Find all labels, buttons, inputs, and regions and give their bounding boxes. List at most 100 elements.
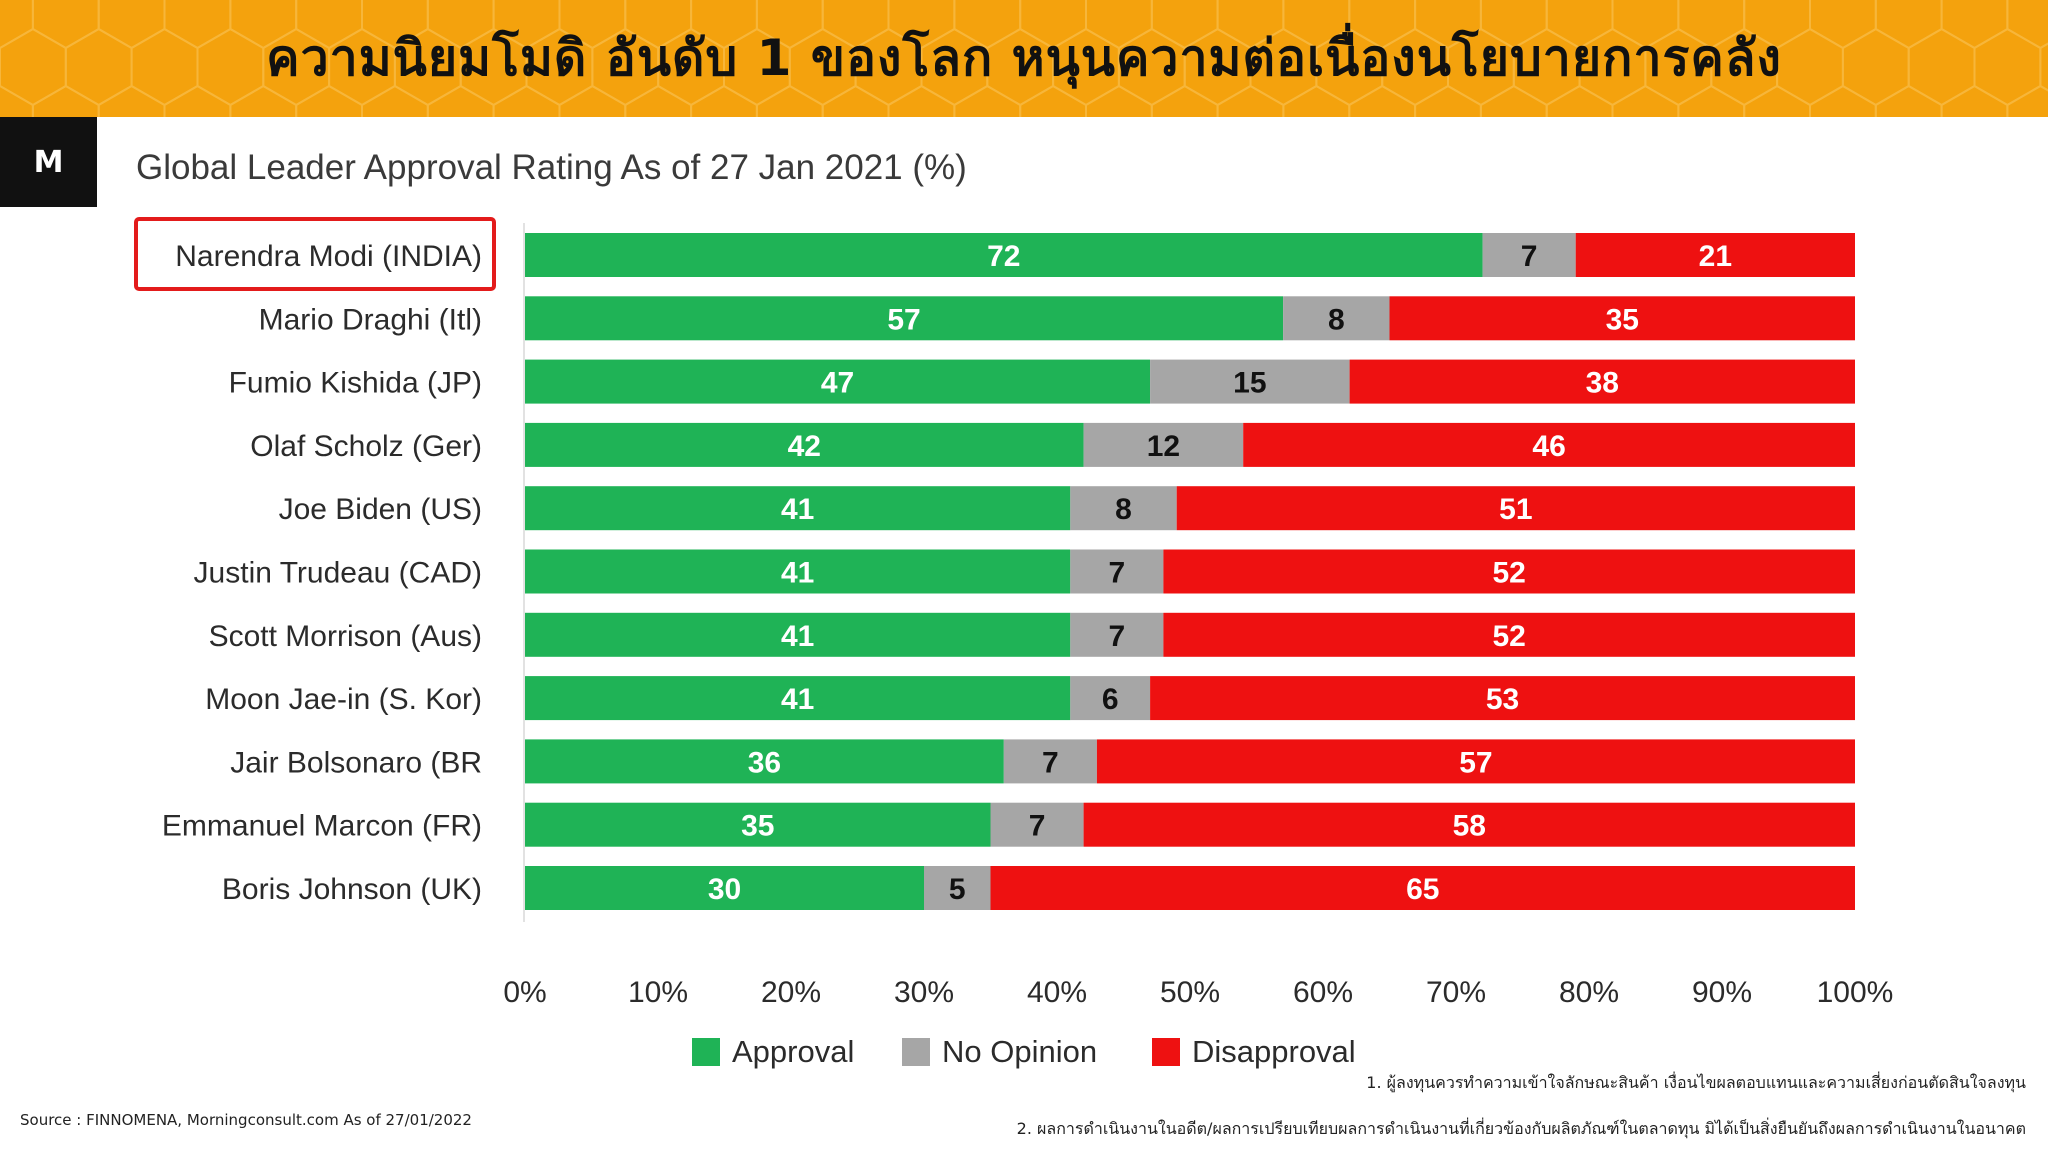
data-label: 57 (1459, 746, 1492, 779)
bar-segment-approval (525, 612, 1071, 657)
data-label: 6 (1102, 683, 1119, 716)
category-label: Mario Draghi (Itl) (259, 303, 482, 336)
banner-hex-shape (1348, 84, 1417, 117)
bar-segment-no-opinion (1003, 739, 1097, 784)
banner-hex-shape (1545, 84, 1614, 117)
banner-hex-shape (821, 84, 890, 117)
data-label: 36 (748, 746, 781, 779)
x-tick-label: 50% (1160, 976, 1220, 1009)
bar-segment-approval (525, 802, 991, 847)
bar-segment-approval (525, 866, 924, 910)
bar-segment-approval (525, 296, 1284, 341)
data-label: 5 (949, 873, 966, 906)
x-tick-label: 30% (894, 976, 954, 1009)
legend-label: No Opinion (942, 1034, 1097, 1069)
legend-swatch (902, 1038, 930, 1066)
banner-hex-shape (97, 84, 166, 117)
disclaimer-line-2: 2. ผลการดำเนินงานในอดีต/ผลการเปรียบเทียบ… (1016, 1119, 2026, 1138)
data-label: 46 (1532, 430, 1565, 463)
legend-label: Approval (732, 1034, 854, 1069)
data-label: 38 (1586, 367, 1619, 400)
bar-segment-no-opinion (1083, 422, 1244, 467)
bar-segment-disapproval (1349, 359, 1855, 404)
data-label: 47 (821, 367, 854, 400)
x-tick-label: 10% (628, 976, 688, 1009)
x-tick-label: 100% (1817, 976, 1894, 1009)
banner-hex-shape (1809, 84, 1877, 117)
data-label: 52 (1493, 620, 1526, 653)
banner-hex-shape (1677, 84, 1746, 117)
bar-row: Mario Draghi (Itl) 57 8 35 (259, 296, 1855, 341)
data-label: 30 (708, 873, 741, 906)
banner-hex-shape (361, 84, 429, 117)
bar-row: Fumio Kishida (JP) 47 15 38 (229, 359, 1855, 404)
data-label: 7 (1521, 240, 1538, 273)
category-label: Jair Bolsonaro (BR (230, 746, 482, 779)
bar-segment-disapproval (1575, 233, 1855, 277)
data-label: 72 (987, 240, 1020, 273)
data-label: 53 (1486, 683, 1519, 716)
banner-hex-shape (31, 84, 100, 117)
data-label: 8 (1328, 303, 1345, 336)
banner-hex-shape (1743, 84, 1811, 117)
bar-segment-no-opinion (1070, 612, 1164, 657)
banner-hex-shape (163, 84, 232, 117)
banner-hex-shape (755, 84, 824, 117)
data-label: 51 (1499, 493, 1532, 526)
data-label: 7 (1029, 810, 1046, 843)
bar-segment-no-opinion (1070, 486, 1177, 531)
bar-row: Moon Jae-in (S. Kor) 41 6 53 (205, 676, 1855, 721)
bar-segment-no-opinion (1070, 676, 1151, 721)
banner-hex-shape (426, 84, 495, 117)
data-label: 41 (781, 683, 814, 716)
brand-logo: M (0, 117, 97, 207)
category-label: Boris Johnson (UK) (222, 873, 482, 906)
banner-hex-shape (295, 84, 363, 117)
category-label: Fumio Kishida (JP) (229, 367, 482, 400)
data-label: 21 (1699, 240, 1732, 273)
bar-segment-disapproval (1150, 676, 1855, 721)
approval-rating-chart: Global Leader Approval Rating As of 27 J… (134, 148, 1894, 1069)
data-label: 58 (1453, 810, 1486, 843)
banner-hex-shape (1282, 84, 1351, 117)
category-label: Justin Trudeau (CAD) (194, 557, 482, 590)
bar-segment-disapproval (1176, 486, 1855, 531)
bar-segment-approval (525, 486, 1071, 531)
x-tick-label: 40% (1027, 976, 1087, 1009)
bar-row: Emmanuel Marcon (FR) 35 7 58 (162, 802, 1855, 847)
bar-segment-disapproval (1083, 802, 1855, 847)
banner-hex-shape (887, 84, 956, 117)
banner-hex-shape (2006, 84, 2048, 117)
x-tick-label: 70% (1426, 976, 1486, 1009)
banner-hex-shape (1150, 84, 1219, 117)
data-label: 57 (887, 303, 920, 336)
source-note: Source : FINNOMENA, Morningconsult.com A… (20, 1111, 472, 1129)
bar-segment-no-opinion (1283, 296, 1390, 341)
disclaimer-line-1: 1. ผู้ลงทุนควรทำความเข้าใจลักษณะสินค้า เ… (1366, 1073, 2026, 1092)
bar-segment-no-opinion (924, 866, 991, 910)
bar-row: Scott Morrison (Aus) 41 7 52 (209, 612, 1855, 657)
banner-hex-shape (1611, 84, 1680, 117)
banner-hex-shape (953, 84, 1022, 117)
highlight-box (134, 217, 496, 291)
data-label: 41 (781, 493, 814, 526)
data-label: 7 (1109, 620, 1126, 653)
header-banner: ความนิยมโมดิ อันดับ 1 ของโลก หนุนความต่อ… (0, 0, 2048, 117)
data-label: 15 (1233, 367, 1266, 400)
banner-hex-shape (1019, 84, 1087, 117)
legend-item: Disapproval (1152, 1034, 1356, 1069)
data-label: 12 (1147, 430, 1180, 463)
legend-item: No Opinion (902, 1034, 1097, 1069)
bar-segment-disapproval (1096, 739, 1855, 784)
bar-segment-approval (525, 359, 1151, 404)
bar-segment-no-opinion (1070, 549, 1164, 594)
bar-segment-disapproval (990, 866, 1855, 910)
banner-hex-shape (1479, 84, 1548, 117)
x-tick-label: 90% (1692, 976, 1752, 1009)
category-label: Moon Jae-in (S. Kor) (205, 683, 482, 716)
x-tick-label: 60% (1293, 976, 1353, 1009)
page-title: ความนิยมโมดิ อันดับ 1 ของโลก หนุนความต่อ… (266, 29, 1782, 87)
bar-row: Narendra Modi (INDIA) 72 7 21 (134, 217, 1855, 291)
data-label: 8 (1115, 493, 1132, 526)
data-label: 35 (741, 810, 774, 843)
